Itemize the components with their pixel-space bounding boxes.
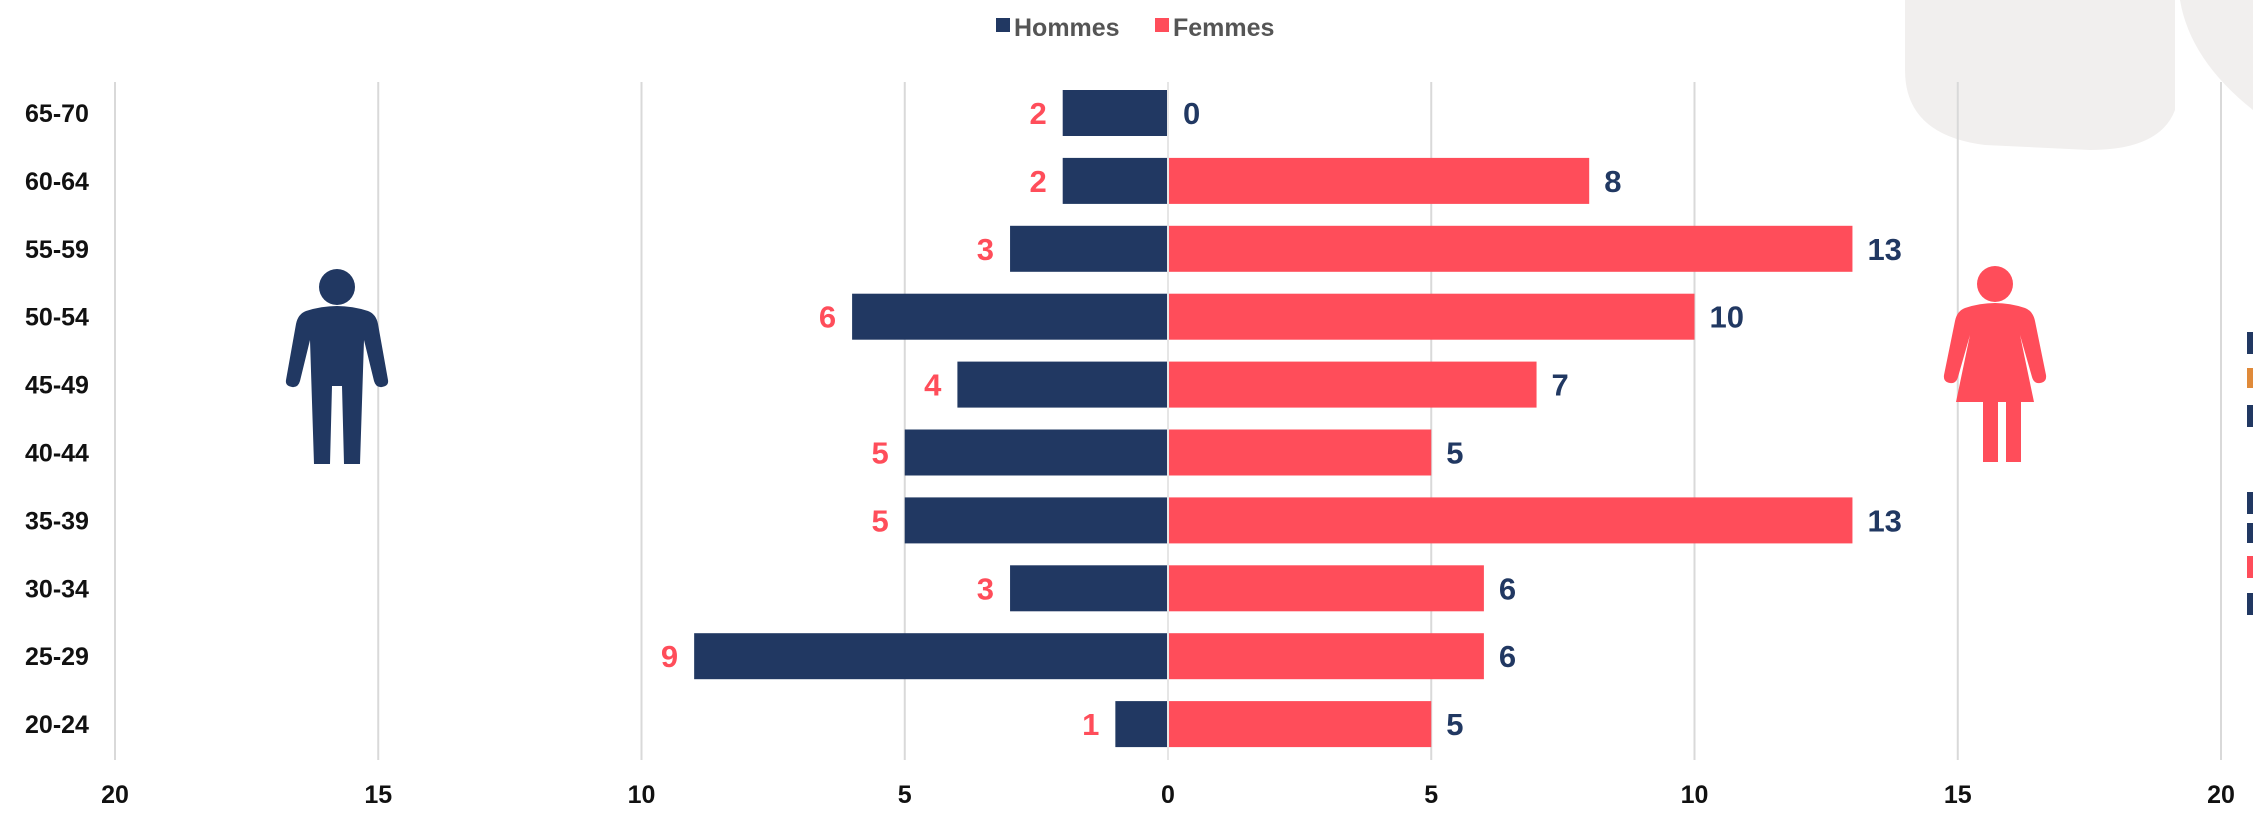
bar-hommes (904, 429, 1168, 476)
watermark-graphic (1905, 0, 2253, 150)
bar-hommes (1062, 157, 1168, 204)
bar-femmes (1168, 157, 1590, 204)
legend-label-hommes: Hommes (1014, 14, 1120, 42)
category-label: 55-59 (25, 236, 89, 264)
legend-swatch-femmes (1155, 18, 1169, 32)
data-label-hommes: 9 (661, 639, 678, 674)
bar-hommes (904, 497, 1168, 544)
data-labels: 2 0 2 8 3 13 6 10 4 7 5 5 5 13 3 6 9 6 1 5 (661, 82, 1902, 760)
data-label-hommes: 4 (924, 368, 942, 403)
x-tick-label: 15 (364, 781, 392, 809)
bar-hommes (852, 293, 1168, 340)
bar-femmes (1168, 633, 1484, 680)
data-label-femmes: 6 (1499, 639, 1516, 674)
data-label-femmes: 0 (1183, 96, 1200, 131)
data-label-hommes: 3 (977, 571, 994, 606)
x-tick-label: 5 (898, 781, 912, 809)
x-axis-tick-labels: 20 15 10 5 0 5 10 15 20 (101, 781, 2235, 809)
data-label-femmes: 6 (1499, 571, 1516, 606)
bar-hommes (1115, 701, 1168, 748)
x-gridlines (114, 82, 2222, 760)
category-labels: 65-70 60-64 55-59 50-54 45-49 40-44 35-39 30-34… (25, 100, 89, 739)
data-label-hommes: 2 (1029, 164, 1046, 199)
bar-hommes (1010, 565, 1168, 612)
bar-femmes (1168, 225, 1853, 272)
data-label-hommes: 5 (872, 436, 889, 471)
category-label: 60-64 (25, 168, 89, 196)
x-tick-label: 10 (1681, 781, 1709, 809)
category-label: 40-44 (25, 440, 89, 468)
woman-silhouette-icon (1943, 266, 2047, 462)
category-label: 30-34 (25, 575, 89, 603)
right-edge-decoration (2247, 332, 2253, 615)
legend-swatch-hommes (996, 18, 1010, 32)
category-label: 25-29 (25, 643, 89, 671)
data-label-hommes: 2 (1029, 96, 1046, 131)
data-label-femmes: 8 (1604, 164, 1621, 199)
bar-femmes (1168, 293, 1695, 340)
category-label: 35-39 (25, 507, 89, 535)
x-tick-label: 20 (2207, 781, 2235, 809)
data-label-hommes: 5 (872, 503, 889, 538)
data-label-hommes: 3 (977, 232, 994, 267)
x-tick-label: 20 (101, 781, 129, 809)
series-femmes-bars (1168, 157, 1853, 748)
data-label-femmes: 10 (1710, 300, 1744, 335)
legend: Hommes Femmes (996, 14, 1274, 42)
x-tick-label: 5 (1424, 781, 1438, 809)
data-label-femmes: 13 (1867, 503, 1901, 538)
bar-femmes (1168, 429, 1432, 476)
bar-femmes (1168, 361, 1537, 408)
x-tick-label: 15 (1944, 781, 1972, 809)
bar-hommes (694, 633, 1168, 680)
data-label-femmes: 5 (1446, 436, 1463, 471)
series-hommes-bars (694, 90, 1168, 748)
bar-femmes (1168, 701, 1432, 748)
category-label: 50-54 (25, 304, 89, 332)
data-label-hommes: 6 (819, 300, 836, 335)
legend-label-femmes: Femmes (1173, 14, 1274, 42)
bar-femmes (1168, 497, 1853, 544)
category-label: 20-24 (25, 711, 89, 739)
bar-femmes (1168, 565, 1484, 612)
data-label-femmes: 13 (1867, 232, 1901, 267)
x-tick-label: 10 (628, 781, 656, 809)
category-label: 65-70 (25, 100, 89, 128)
x-tick-label: 0 (1161, 781, 1175, 809)
bar-hommes (1062, 90, 1168, 136)
category-label: 45-49 (25, 372, 89, 400)
bar-hommes (957, 361, 1168, 408)
bar-hommes (1010, 225, 1168, 272)
data-label-femmes: 5 (1446, 707, 1463, 742)
data-label-hommes: 1 (1082, 707, 1099, 742)
data-label-femmes: 7 (1552, 368, 1569, 403)
man-silhouette-icon (285, 269, 389, 464)
